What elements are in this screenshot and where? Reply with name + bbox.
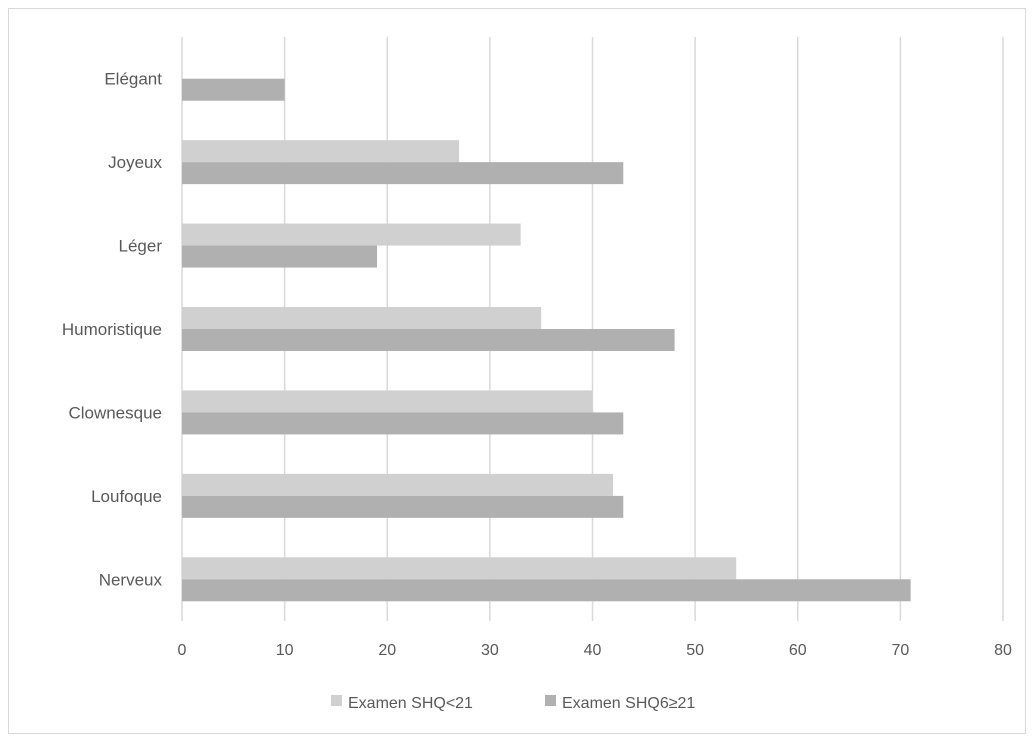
category-labels: Elégant Joyeux Léger Humoristique Clownesque…	[62, 70, 163, 590]
x-tick-label: 60	[789, 642, 807, 659]
legend-label-series-2: Examen SHQ6≥21	[562, 695, 695, 712]
legend-label-series-1: Examen SHQ<21	[348, 695, 473, 712]
x-tick-label: 10	[276, 642, 294, 659]
category-label: Loufoque	[91, 487, 162, 506]
x-tick-label: 70	[891, 642, 909, 659]
bar-series-1-5	[182, 473, 614, 496]
category-label: Léger	[119, 237, 163, 256]
bar-series-2-6	[182, 579, 911, 602]
bar-series-1-6	[182, 557, 737, 580]
x-tick-label: 50	[686, 642, 704, 659]
bar-series-1-2	[182, 223, 521, 246]
bar-series-2-3	[182, 329, 675, 351]
chart-frame	[8, 8, 1026, 734]
category-label: Joyeux	[108, 153, 162, 172]
bar-series-2-5	[182, 495, 624, 518]
x-tick-label: 40	[584, 642, 602, 659]
category-label: Elégant	[104, 70, 162, 89]
x-tick-label: 80	[994, 642, 1012, 659]
bar-series-1-3	[182, 307, 542, 329]
bar-series-2-1	[182, 162, 624, 185]
legend-swatch-series-1	[331, 695, 342, 706]
bar-series-1-4	[182, 390, 593, 413]
category-label: Clownesque	[68, 403, 162, 422]
legend: Examen SHQ<21 Examen SHQ6≥21	[331, 695, 695, 712]
x-tick-label: 30	[481, 642, 499, 659]
x-axis-ticks: 0 10 20 30 40 50 60 70 80	[178, 642, 1012, 659]
gridlines	[181, 37, 1004, 621]
bar-series-2-2	[182, 245, 377, 268]
bar-series-2-4	[182, 412, 624, 435]
x-tick-label: 20	[378, 642, 396, 659]
category-label: Nerveux	[99, 570, 163, 589]
bar-series-1-1	[182, 140, 460, 163]
bar-series-2-0	[182, 78, 285, 101]
legend-swatch-series-2	[545, 695, 556, 706]
category-label: Humoristique	[62, 320, 162, 339]
x-tick-label: 0	[178, 642, 187, 659]
bars	[182, 78, 911, 602]
